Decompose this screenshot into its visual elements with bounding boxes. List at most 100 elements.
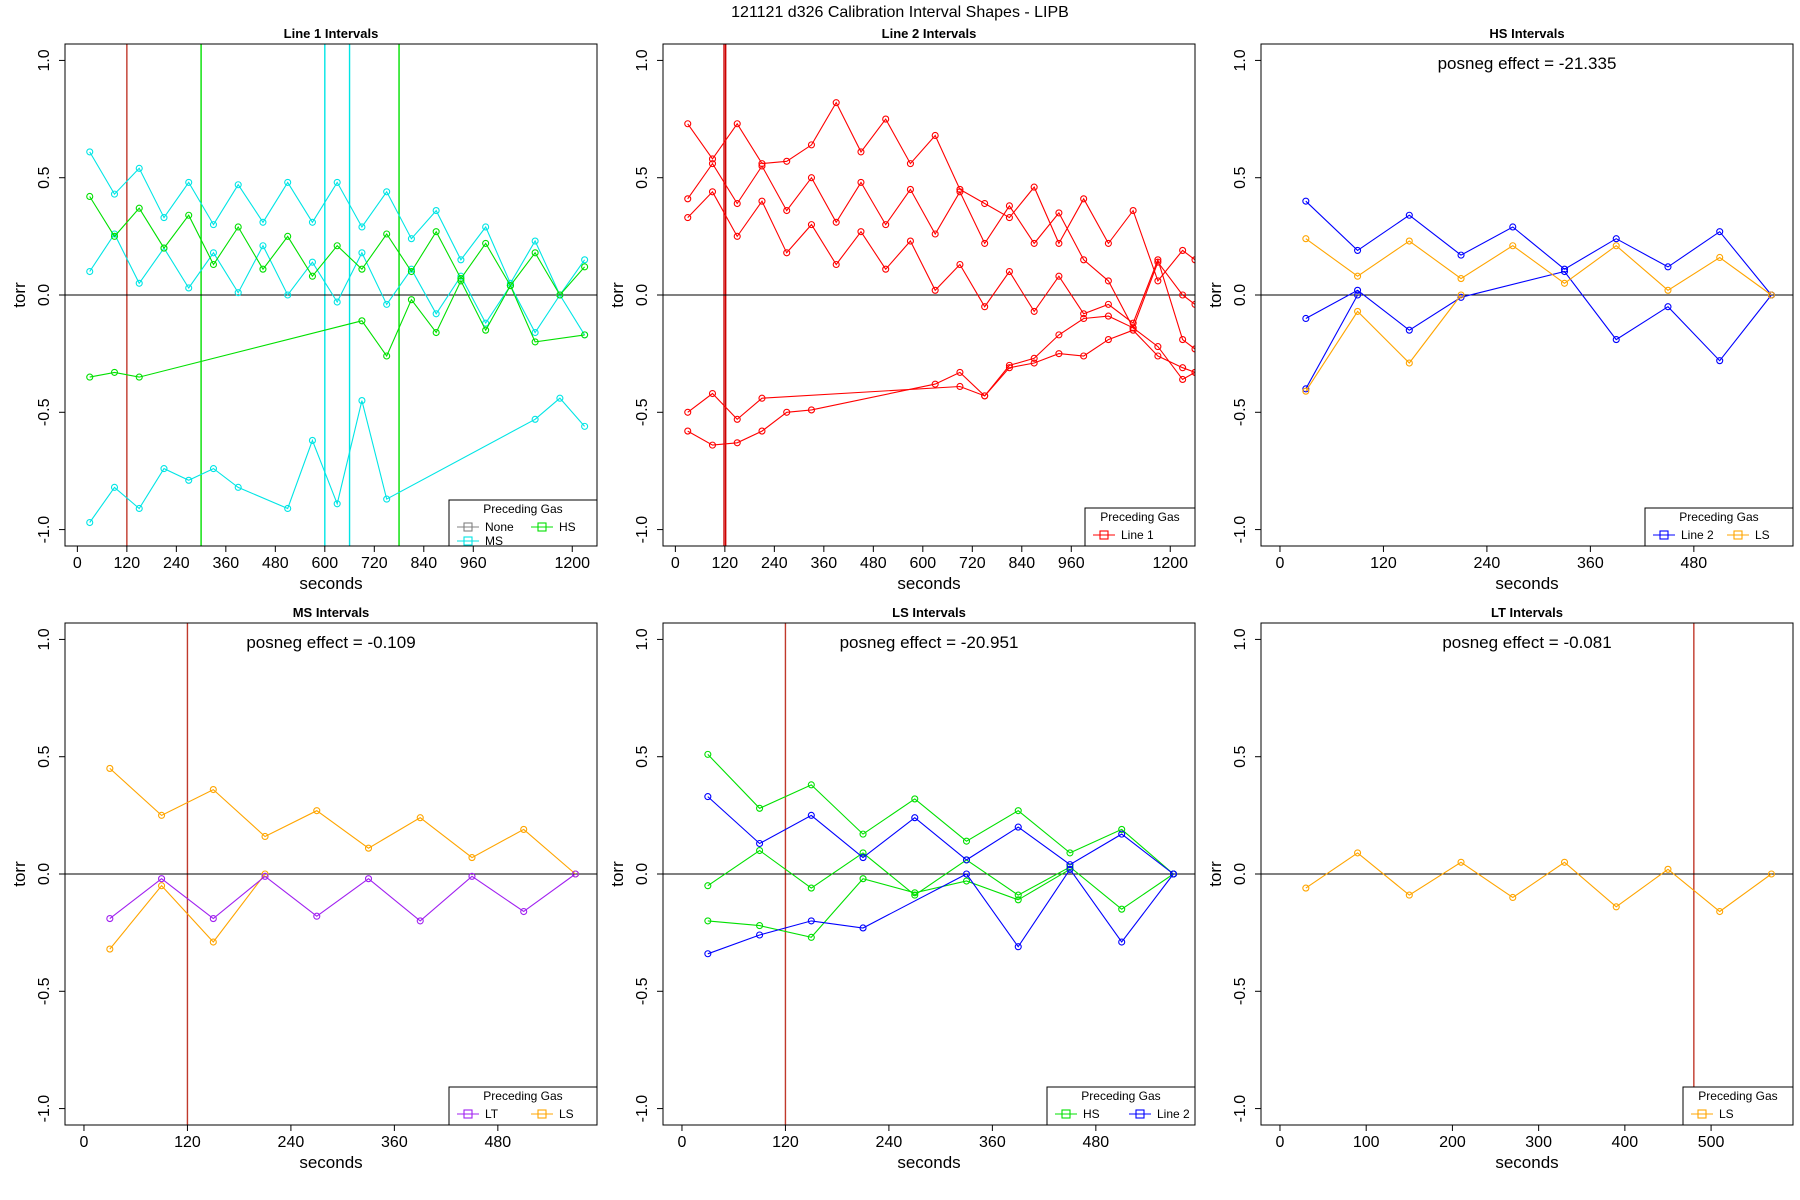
data-point [807, 174, 816, 182]
data-point [857, 148, 865, 156]
data-point [531, 415, 539, 423]
y-tick-label: 0.5 [634, 166, 651, 188]
data-point [1179, 291, 1187, 299]
series-line [687, 329, 1195, 446]
x-tick-label: 840 [410, 555, 437, 572]
data-point [1118, 905, 1126, 913]
legend: Preceding Gas Line 2 LS [1644, 507, 1794, 547]
data-point [931, 286, 939, 294]
legend-title: Preceding Gas [1698, 1089, 1777, 1103]
data-point [1302, 314, 1310, 323]
data-point [859, 849, 867, 857]
data-point [468, 872, 476, 880]
data-point [1191, 300, 1195, 308]
data-point [1080, 314, 1088, 323]
data-point [1509, 893, 1517, 902]
data-point [783, 408, 791, 416]
legend: Preceding Gas None HS MS [448, 499, 598, 548]
series-line [109, 873, 266, 950]
data-point [906, 185, 914, 193]
series-line [1305, 294, 1359, 390]
data-point [234, 223, 242, 231]
data-point [962, 856, 971, 864]
data-point [1169, 870, 1177, 878]
y-tick-label: 0.5 [36, 745, 53, 767]
legend-entry-label: LT [485, 1107, 499, 1121]
data-point [859, 854, 867, 862]
x-tick-label: 120 [1370, 555, 1397, 572]
x-tick-label: 500 [1698, 1134, 1725, 1151]
data-point [209, 915, 217, 923]
data-point [259, 218, 267, 226]
legend-title: Preceding Gas [1081, 1089, 1160, 1103]
panel-5: LS Intervals 0 120 240 360 480 seconds -1.0 -0.5… [608, 605, 1196, 1172]
legend-title: Preceding Gas [1100, 510, 1179, 524]
x-axis-label: seconds [299, 574, 362, 593]
y-tick-label: 0.0 [36, 284, 53, 306]
y-tick-label: 1.0 [36, 49, 53, 71]
legend-title: Preceding Gas [483, 502, 562, 516]
data-point [407, 267, 415, 276]
series-line [687, 162, 1195, 330]
data-point [882, 265, 890, 273]
data-point [733, 199, 741, 208]
legend-swatch-marker [463, 536, 473, 546]
data-point [1612, 235, 1620, 243]
data-point [1154, 256, 1162, 264]
data-point [981, 392, 989, 400]
legend-swatch-marker [537, 522, 547, 532]
data-point [135, 504, 143, 513]
x-tick-label: 360 [212, 555, 239, 572]
data-point [1066, 849, 1074, 857]
legend-entry-label: Line 1 [1121, 528, 1154, 542]
plot-area [65, 623, 597, 1125]
data-point [756, 922, 764, 930]
data-point [110, 190, 119, 198]
plot-area [663, 44, 1195, 546]
legend-swatch-marker [1061, 1109, 1071, 1119]
data-point [1104, 300, 1112, 308]
data-point [1612, 903, 1620, 911]
data-point [1014, 896, 1022, 904]
data-point [756, 846, 764, 855]
y-tick-label: 0.5 [36, 166, 53, 188]
data-point [1664, 865, 1672, 873]
legend-entry-label: HS [559, 520, 576, 534]
data-point [783, 157, 791, 165]
data-point [531, 338, 539, 346]
data-point [259, 242, 267, 250]
data-point [284, 232, 292, 240]
y-axis-label: torr [608, 861, 627, 887]
x-tick-label: 0 [671, 555, 680, 572]
data-point [432, 228, 440, 236]
series-line [109, 767, 576, 875]
data-point [1457, 251, 1465, 259]
data-point [261, 872, 269, 880]
series-line [707, 849, 1174, 910]
data-point [956, 260, 964, 269]
y-axis-label: torr [608, 282, 627, 308]
data-point [1179, 375, 1187, 383]
x-tick-label: 480 [484, 1134, 511, 1151]
data-point [308, 272, 316, 280]
series-line [89, 397, 586, 523]
data-point [135, 373, 143, 381]
data-point [364, 844, 373, 852]
data-point [383, 495, 391, 503]
y-tick-label: -1.0 [634, 516, 651, 544]
x-tick-label: 240 [876, 1134, 903, 1151]
x-tick-label: 480 [1082, 1134, 1109, 1151]
y-axis-label: torr [1206, 282, 1225, 308]
data-point [482, 326, 490, 334]
y-tick-label: 1.0 [634, 628, 651, 650]
y-tick-label: 0.0 [1232, 284, 1249, 306]
x-tick-label: 400 [1612, 1134, 1639, 1151]
legend-swatch-marker [463, 1109, 473, 1119]
x-tick-label: 0 [1276, 555, 1285, 572]
data-point [1055, 239, 1063, 247]
series-line [707, 868, 1071, 938]
data-point [1129, 207, 1137, 215]
data-point [684, 427, 692, 435]
data-point [158, 811, 166, 819]
data-point [1405, 359, 1413, 367]
